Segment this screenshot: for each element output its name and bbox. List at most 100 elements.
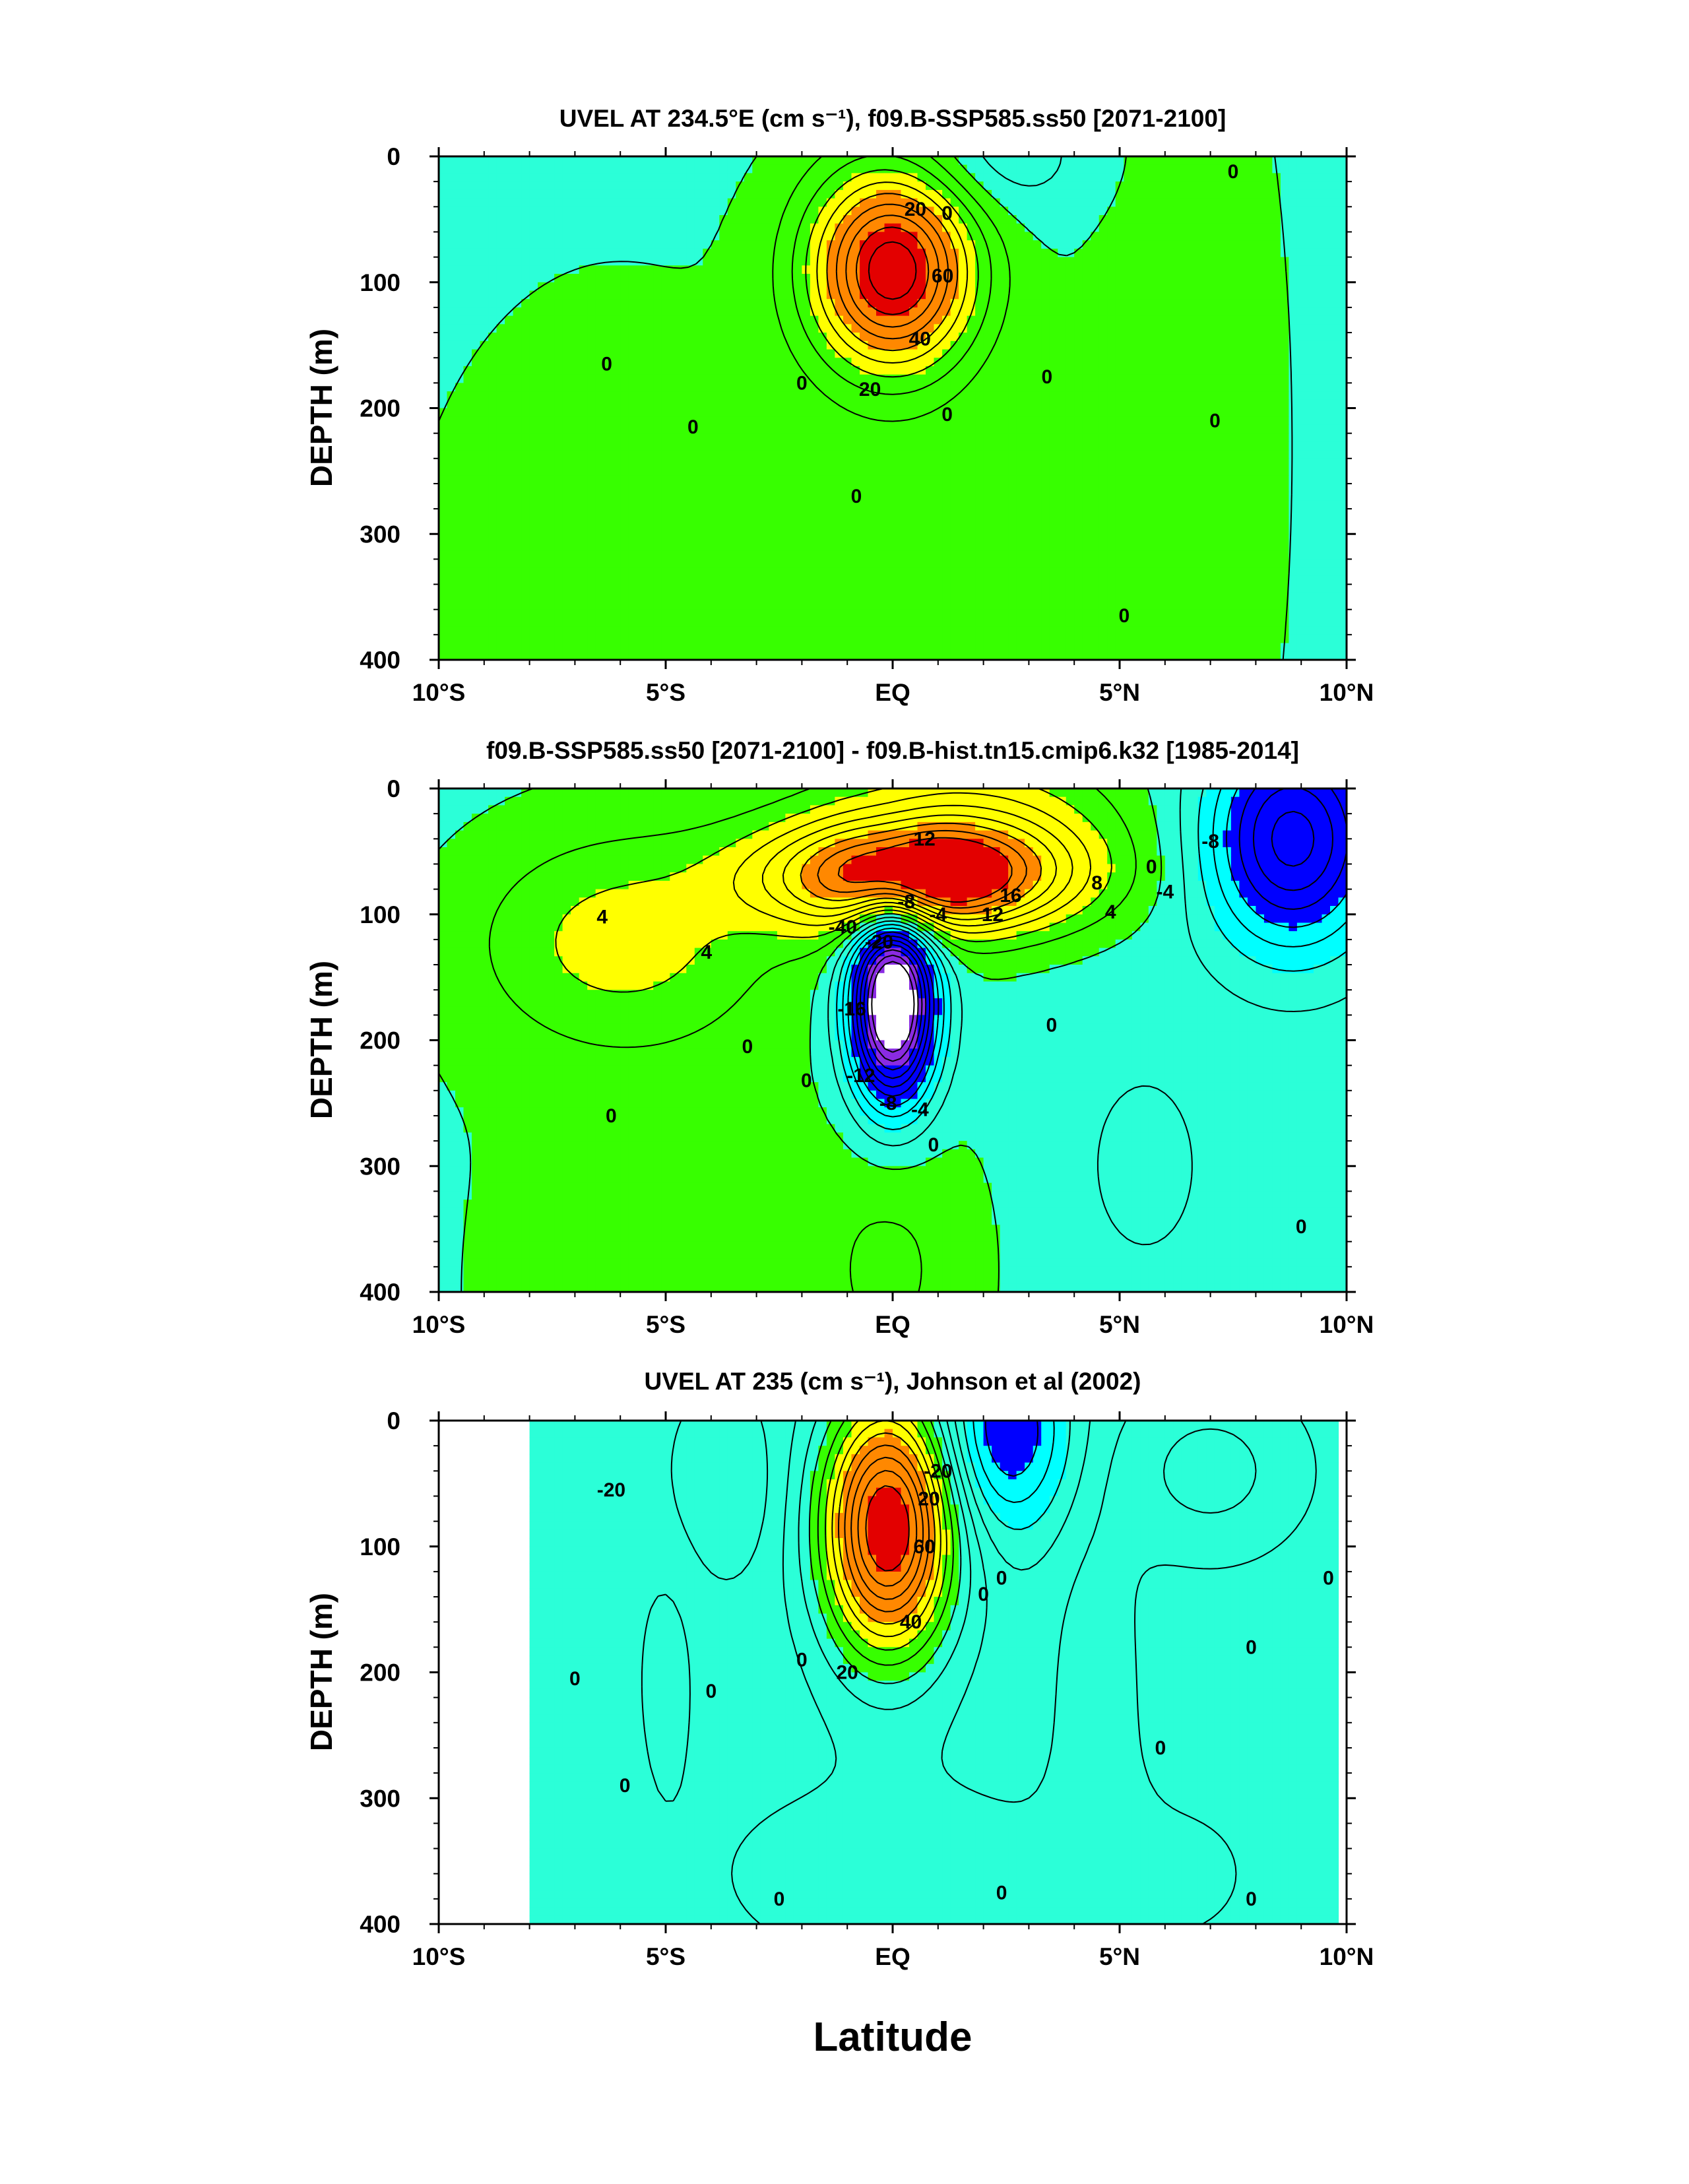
field-cell: [843, 441, 852, 451]
field-cell: [1016, 433, 1025, 442]
field-cell: [1322, 290, 1331, 300]
field-cell: [521, 265, 530, 274]
field-cell: [1131, 383, 1141, 392]
field-cell: [1074, 416, 1083, 426]
field-cell: [752, 408, 761, 417]
field-cell: [760, 333, 769, 342]
field-cell: [1314, 374, 1323, 383]
field-cell: [1131, 198, 1141, 207]
field-cell: [1107, 189, 1116, 199]
field-cell: [1000, 232, 1009, 241]
field-cell: [480, 315, 489, 325]
field-cell: [1099, 416, 1108, 426]
field-cell: [1058, 315, 1067, 325]
field-cell: [546, 358, 555, 367]
field-cell: [513, 416, 522, 426]
field-cell: [1305, 509, 1314, 518]
field-cell: [884, 290, 893, 300]
field-cell: [1280, 416, 1289, 426]
field-cell: [1107, 399, 1116, 409]
field-cell: [1247, 458, 1256, 468]
field-cell: [571, 290, 580, 300]
field-cell: [703, 173, 712, 182]
field-cell: [711, 282, 720, 292]
field-cell: [1190, 257, 1199, 266]
field-cell: [876, 257, 885, 266]
field-cell: [992, 189, 1001, 199]
field-cell: [1164, 399, 1174, 409]
field-cell: [1197, 358, 1207, 367]
field-cell: [604, 207, 613, 216]
field-cell: [810, 525, 819, 534]
field-cell: [554, 374, 563, 383]
field-cell: [620, 181, 629, 191]
field-cell: [1289, 466, 1298, 476]
field-cell: [1247, 207, 1256, 216]
field-cell: [1256, 450, 1265, 459]
field-cell: [793, 450, 802, 459]
field-cell: [1181, 248, 1190, 258]
field-cell: [1256, 164, 1265, 174]
field-cell: [488, 340, 497, 350]
field-cell: [917, 257, 926, 266]
field-cell: [917, 466, 926, 476]
field-cell: [1305, 475, 1314, 484]
field-cell: [752, 223, 761, 232]
field-cell: [950, 466, 959, 476]
field-cell: [1256, 307, 1265, 317]
field-cell: [488, 173, 497, 182]
field-cell: [496, 383, 505, 392]
field-cell: [917, 458, 926, 468]
field-cell: [1148, 450, 1157, 459]
field-cell: [934, 366, 943, 375]
field-cell: [1041, 340, 1050, 350]
field-cell: [439, 198, 448, 207]
field-cell: [1131, 207, 1141, 216]
field-cell: [942, 383, 951, 392]
field-cell: [1197, 324, 1207, 333]
field-cell: [513, 466, 522, 476]
field-cell: [876, 232, 885, 241]
field-cell: [595, 509, 604, 518]
field-cell: [1091, 315, 1100, 325]
field-cell: [727, 441, 736, 451]
field-cell: [752, 374, 761, 383]
field-cell: [843, 433, 852, 442]
field-cell: [439, 340, 448, 350]
field-cell: [769, 416, 778, 426]
field-cell: [851, 458, 860, 468]
field-cell: [447, 274, 456, 283]
field-cell: [472, 383, 481, 392]
field-cell: [587, 509, 596, 518]
field-cell: [571, 500, 580, 509]
field-cell: [1074, 307, 1083, 317]
field-cell: [983, 441, 992, 451]
field-cell: [884, 215, 893, 224]
field-cell: [1157, 399, 1166, 409]
field-cell: [1058, 164, 1067, 174]
field-cell: [1190, 525, 1199, 534]
field-cell: [562, 408, 571, 417]
field-cell: [917, 265, 926, 274]
field-cell: [1223, 181, 1232, 191]
field-cell: [1296, 333, 1306, 342]
field-cell: [1256, 525, 1265, 534]
field-cell: [620, 223, 629, 232]
field-cell: [826, 349, 835, 358]
field-cell: [967, 223, 976, 232]
field-cell: [1107, 282, 1116, 292]
field-cell: [546, 164, 555, 174]
field-cell: [1008, 466, 1017, 476]
field-cell: [727, 517, 736, 527]
field-cell: [1115, 232, 1124, 241]
field-cell: [1181, 358, 1190, 367]
field-cell: [1322, 333, 1331, 342]
field-cell: [439, 525, 448, 534]
field-cell: [505, 349, 514, 358]
field-cell: [826, 383, 835, 392]
field-cell: [1197, 458, 1207, 468]
field-cell: [868, 248, 877, 258]
field-cell: [1025, 248, 1034, 258]
field-cell: [488, 315, 497, 325]
field-cell: [529, 232, 538, 241]
